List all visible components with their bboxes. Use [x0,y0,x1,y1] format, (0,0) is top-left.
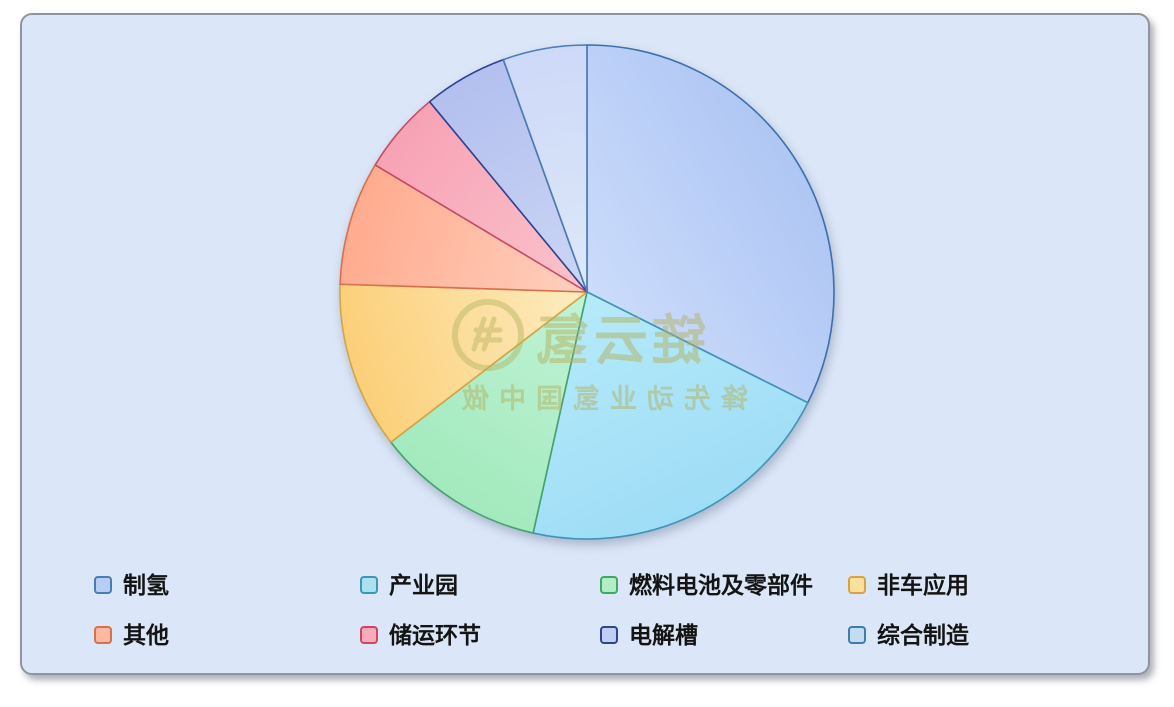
legend-item-electrolyzer[interactable]: 电解槽 [600,622,698,648]
page: 氢云链 做中国氢业动先锋 制氢 产业园 燃料电池及零部件 非车应用 [0,13,1174,675]
legend-label: 制氢 [123,572,169,598]
legend-swatch [94,626,112,644]
legend-label: 储运环节 [389,622,481,648]
legend-item-fuel-cell-and-parts[interactable]: 燃料电池及零部件 [600,572,813,598]
legend-label: 产业园 [389,572,458,598]
legend-swatch [600,576,618,594]
pie-slice-1[interactable] [532,291,809,540]
pie-chart [339,44,835,540]
pie-slice-7[interactable] [502,44,588,293]
legend-label: 非车应用 [877,572,969,598]
pie-slice-3[interactable] [339,283,588,443]
pie-slice-2[interactable] [390,291,588,534]
legend-item-other[interactable]: 其他 [94,622,169,648]
legend-label: 燃料电池及零部件 [629,572,813,598]
chart-card: 氢云链 做中国氢业动先锋 制氢 产业园 燃料电池及零部件 非车应用 [20,13,1150,675]
legend-item-non-vehicle-application[interactable]: 非车应用 [848,572,969,598]
legend-swatch [600,626,618,644]
legend-item-integrated-manufacturing[interactable]: 综合制造 [848,622,969,648]
legend-item-storage-transport[interactable]: 储运环节 [360,622,481,648]
legend-swatch [848,626,866,644]
legend-label: 电解槽 [629,622,698,648]
legend: 制氢 产业园 燃料电池及零部件 非车应用 其他 储运环节 [22,15,1148,673]
pie-slice-4[interactable] [339,164,588,293]
legend-swatch [94,576,112,594]
pie-slice-0[interactable] [586,44,835,404]
legend-label: 综合制造 [877,622,969,648]
legend-swatch [360,576,378,594]
legend-item-industrial-park[interactable]: 产业园 [360,572,458,598]
legend-label: 其他 [123,622,169,648]
legend-swatch [360,626,378,644]
legend-item-hydrogen-production[interactable]: 制氢 [94,572,169,598]
legend-swatch [848,576,866,594]
